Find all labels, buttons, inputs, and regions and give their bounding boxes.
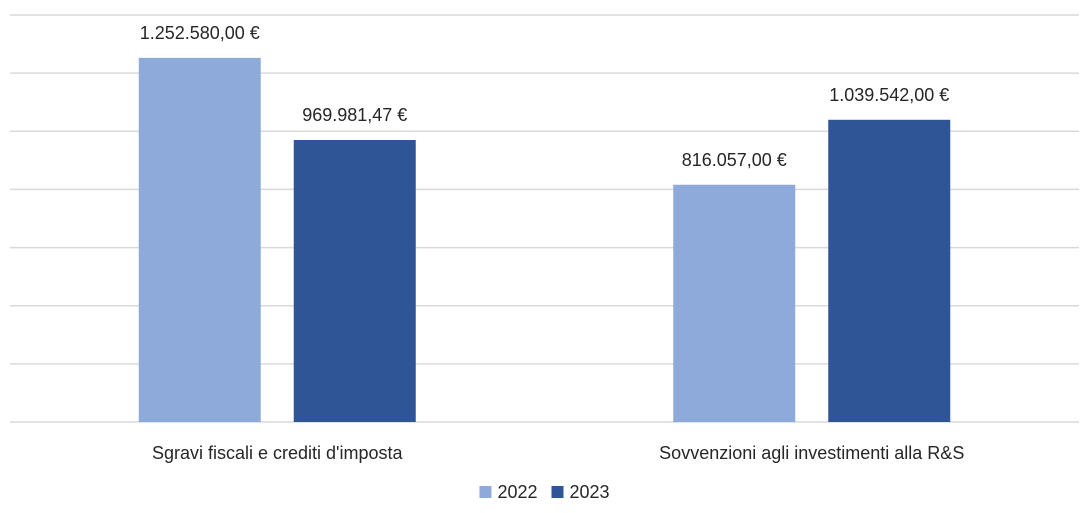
- category-axis-labels: Sgravi fiscali e crediti d'imposta Sovven…: [152, 443, 964, 463]
- legend-swatch: [551, 486, 564, 498]
- bar-2023-2: [828, 119, 951, 423]
- legend-label: 2023: [570, 482, 610, 502]
- bar-2023-1: [293, 140, 416, 423]
- legend: 2022 2023: [479, 482, 610, 502]
- bar-2022-2: [673, 184, 796, 422]
- data-label: 816.057,00 €: [682, 150, 787, 170]
- legend-label: 2022: [497, 482, 537, 502]
- legend-item-2023: 2023: [551, 482, 610, 502]
- bars: [138, 57, 951, 423]
- data-labels: 1.252.580,00 € 969.981,47 € 816.057,00 € 1.…: [140, 23, 950, 170]
- category-label: Sgravi fiscali e crediti d'imposta: [152, 443, 404, 463]
- category-label: Sovvenzioni agli investimenti alla R&S: [659, 443, 964, 463]
- legend-item-2022: 2022: [479, 482, 538, 502]
- bar-2022-1: [138, 57, 261, 422]
- data-label: 1.252.580,00 €: [140, 23, 260, 43]
- legend-swatch: [479, 486, 492, 498]
- data-label: 969.981,47 €: [302, 105, 407, 125]
- data-label: 1.039.542,00 €: [829, 85, 949, 105]
